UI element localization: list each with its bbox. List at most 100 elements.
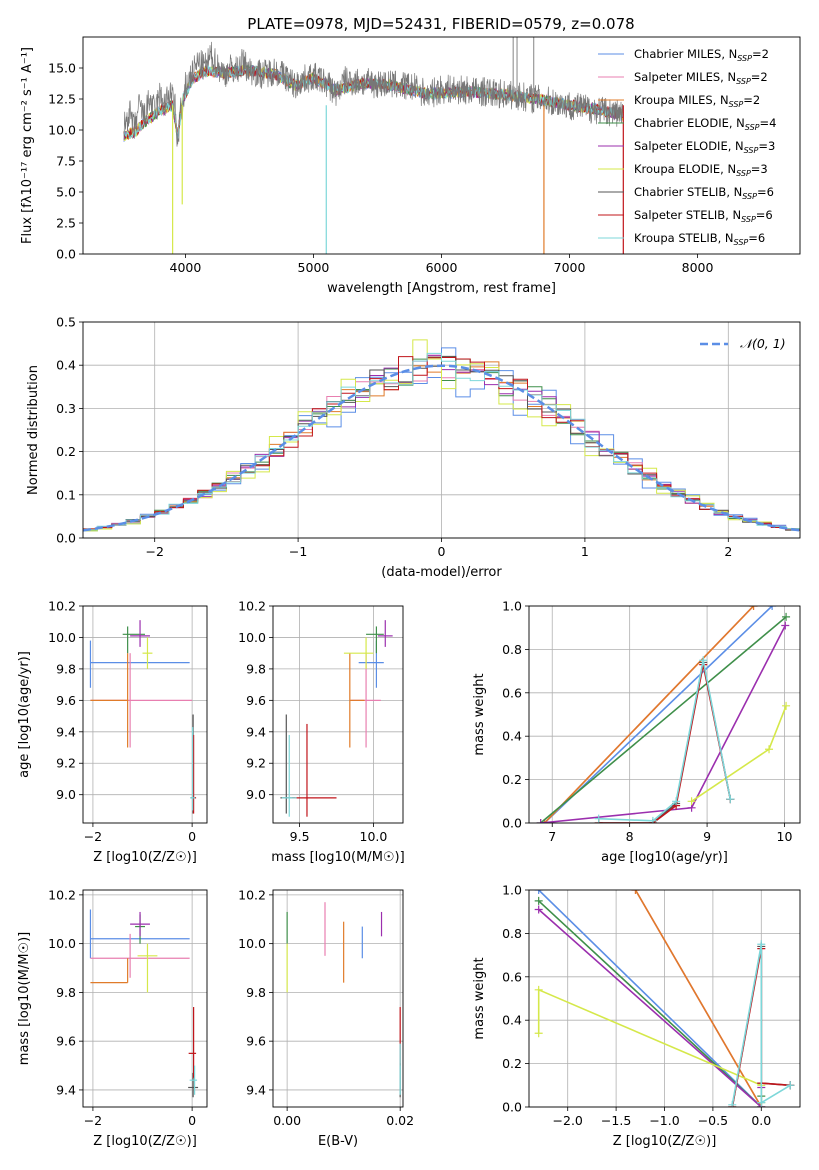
data-point-salpeter_miles <box>90 933 190 978</box>
y-tick-label: 0.0 <box>502 816 522 831</box>
x-tick-label: −2 <box>145 544 163 559</box>
y-tick-label: 9.6 <box>56 693 76 708</box>
series-kroupa_stelib <box>598 660 732 822</box>
mass_vs_ebv-plot-area <box>286 902 401 1098</box>
point-marker <box>781 621 790 630</box>
y-tick-label: 10.2 <box>238 887 266 902</box>
x-tick-label: 0 <box>438 544 446 559</box>
data-point-kroupa_miles <box>90 653 129 748</box>
y-tick-label: 9.4 <box>56 1082 76 1097</box>
y-tick-label: 9.8 <box>56 985 76 1000</box>
y-tick-label: 10.0 <box>238 630 266 645</box>
x-tick-label: −2 <box>84 1113 102 1128</box>
y-tick-label: 10.2 <box>48 887 76 902</box>
x-tick-label: 7000 <box>554 260 586 275</box>
weight_vs_age-plot-area <box>536 606 791 823</box>
data-point-chabrier_miles <box>358 640 384 688</box>
legend-entry: Salpeter ELODIE, NSSP=3 <box>598 139 775 155</box>
x-axis-label: (data-model)/error <box>381 565 502 580</box>
data-point-kroupa_elodie <box>142 637 153 669</box>
y-tick-label: 0.2 <box>502 772 522 787</box>
x-tick-label: 10.0 <box>360 829 388 844</box>
series-chabrier_miles <box>543 606 773 823</box>
gaussian-curve <box>83 364 800 532</box>
series-salpeter_elodie <box>540 625 787 823</box>
y-axis-label: mass [log10(M/M☉)] <box>17 932 32 1065</box>
axes-frame <box>82 321 801 539</box>
y-tick-label: 10.2 <box>238 599 266 614</box>
x-tick-label: −1.5 <box>601 1113 631 1128</box>
point-marker <box>687 797 696 806</box>
point-marker <box>768 606 777 610</box>
age_vs_mass-panel: 9.5 10.0 9.0 9.2 9.4 9.6 9.8 10.0 10.2 mass [log1… <box>238 599 405 866</box>
point-marker <box>672 797 681 806</box>
y-tick-label: 9.6 <box>246 693 266 708</box>
point-marker <box>782 701 791 710</box>
data-point-salpeter_stelib <box>188 1007 197 1078</box>
histogram-kroupa_stelib <box>83 352 800 531</box>
y-tick-label: 15.0 <box>48 61 76 76</box>
y-tick-label: 1.0 <box>502 883 522 898</box>
y-tick-label: 9.6 <box>246 1034 266 1049</box>
axes-frame <box>272 889 404 1108</box>
point-marker <box>534 985 543 994</box>
spectrum-plot-area <box>123 37 624 254</box>
legend-entry: Salpeter STELIB, NSSP=6 <box>598 208 773 224</box>
x-tick-label: 0 <box>188 829 196 844</box>
legend-label: Salpeter STELIB, NSSP=6 <box>634 208 773 224</box>
data-point-kroupa_stelib <box>190 727 196 811</box>
series-chabrier_miles <box>538 890 762 1107</box>
x-tick-label: 0.0 <box>751 1113 771 1128</box>
axes-frame <box>528 889 801 1108</box>
y-axis-label: mass weight <box>472 957 487 1039</box>
residual_distribution-plot-area <box>83 339 800 532</box>
y-tick-label: 9.4 <box>246 724 266 739</box>
y-tick-label: 9.8 <box>56 661 76 676</box>
figure-title: PLATE=0978, MJD=52431, FIBERID=0579, z=0… <box>247 15 634 33</box>
series-chabrier_elodie <box>540 616 787 823</box>
data-point-kroupa_miles <box>349 653 365 748</box>
data-point-salpeter_elodie <box>130 911 150 937</box>
data-point-chabrier_elodie <box>122 626 145 654</box>
legend-label: Salpeter MILES, NSSP=2 <box>634 70 768 86</box>
data-point-chabrier_stelib <box>280 714 296 814</box>
legend-entry: Salpeter MILES, NSSP=2 <box>598 70 768 86</box>
x-tick-label: 0 <box>188 1113 196 1128</box>
x-tick-label: −1.0 <box>649 1113 679 1128</box>
y-tick-label: 7.5 <box>56 154 76 169</box>
y-tick-label: 12.5 <box>48 92 76 107</box>
data-point-chabrier_elodie <box>366 626 384 654</box>
x-tick-label: 8000 <box>682 260 714 275</box>
x-tick-label: −1 <box>289 544 307 559</box>
x-axis-label: mass [log10(M/M☉)] <box>271 850 404 865</box>
legend-label: Kroupa ELODIE, NSSP=3 <box>634 162 768 178</box>
y-tick-label: 0.4 <box>502 1013 522 1028</box>
y-tick-label: 0.6 <box>502 969 522 984</box>
legend-entry: Chabrier ELODIE, NSSP=4 <box>598 116 776 132</box>
axes-frame <box>82 36 801 255</box>
age_vs_Z-plot-area <box>89 620 197 814</box>
data-point-kroupa_stelib <box>189 1065 198 1095</box>
point-marker <box>699 656 708 665</box>
y-tick-label: 9.2 <box>56 756 76 771</box>
x-tick-label: −0.5 <box>698 1113 728 1128</box>
x-axis-label: wavelength [Angstrom, rest frame] <box>327 281 556 296</box>
x-tick-label: 6000 <box>426 260 458 275</box>
y-tick-label: 9.8 <box>246 661 266 676</box>
legend-label: Kroupa MILES, NSSP=2 <box>634 93 760 109</box>
y-tick-label: 9.0 <box>56 787 76 802</box>
y-tick-label: 5.0 <box>56 185 76 200</box>
legend-label: Chabrier STELIB, NSSP=6 <box>634 185 774 201</box>
series-kroupa_stelib <box>731 944 791 1105</box>
x-tick-label: 0.02 <box>386 1113 414 1128</box>
series-kroupa_miles <box>634 890 762 1107</box>
x-tick-label: 2 <box>724 544 732 559</box>
y-axis-label: Flux [fλ10⁻¹⁷ erg cm⁻² s⁻¹ A⁻¹] <box>20 47 35 244</box>
point-marker <box>534 896 543 905</box>
y-tick-label: 0.0 <box>56 531 76 546</box>
y-tick-label: 0.0 <box>502 1100 522 1115</box>
y-tick-label: 0.5 <box>56 315 76 330</box>
legend-label: Chabrier MILES, NSSP=2 <box>634 47 769 63</box>
data-point-salpeter_elodie <box>130 620 150 647</box>
series-kroupa_elodie <box>537 988 763 1103</box>
